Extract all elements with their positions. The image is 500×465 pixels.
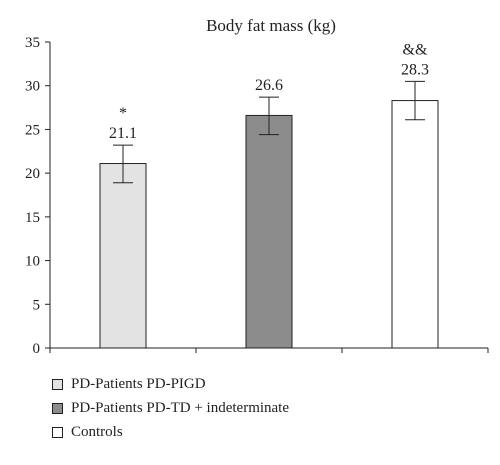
legend-item: PD-Patients PD-TD + indeterminate bbox=[52, 397, 289, 419]
y-tick-label: 20 bbox=[25, 166, 40, 182]
legend-label: PD-Patients PD-PIGD bbox=[71, 375, 206, 392]
legend-swatch-pd-td bbox=[52, 402, 63, 414]
bar bbox=[391, 100, 439, 349]
data-label: 26.6 bbox=[255, 77, 283, 94]
legend-label: PD-Patients PD-TD + indeterminate bbox=[71, 399, 290, 416]
bars-group: 21.1 * 26.6 28.3 && bbox=[99, 41, 439, 349]
y-tick-label: 5 bbox=[33, 297, 41, 313]
legend: PD-Patients PD-PIGD PD-Patients PD-TD + … bbox=[52, 373, 289, 445]
significance-mark: && bbox=[403, 41, 428, 58]
y-tick-label: 30 bbox=[25, 79, 40, 95]
legend-swatch-controls bbox=[52, 426, 63, 438]
legend-label: Controls bbox=[71, 423, 123, 440]
data-label: 28.3 bbox=[401, 61, 429, 78]
bar bbox=[99, 163, 147, 349]
y-tick-label: 10 bbox=[25, 254, 40, 270]
chart-title: Body fat mass (kg) bbox=[206, 16, 336, 35]
y-tick-label: 15 bbox=[25, 210, 40, 226]
y-tick-label: 35 bbox=[25, 35, 40, 51]
legend-item: Controls bbox=[52, 421, 289, 443]
legend-item: PD-Patients PD-PIGD bbox=[52, 373, 289, 395]
significance-mark: * bbox=[119, 105, 127, 122]
y-tick-label: 25 bbox=[25, 122, 40, 138]
legend-swatch-pd-pigd bbox=[52, 378, 63, 390]
y-tick-label: 0 bbox=[33, 341, 41, 357]
data-label: 21.1 bbox=[109, 125, 137, 142]
bar bbox=[245, 114, 293, 349]
